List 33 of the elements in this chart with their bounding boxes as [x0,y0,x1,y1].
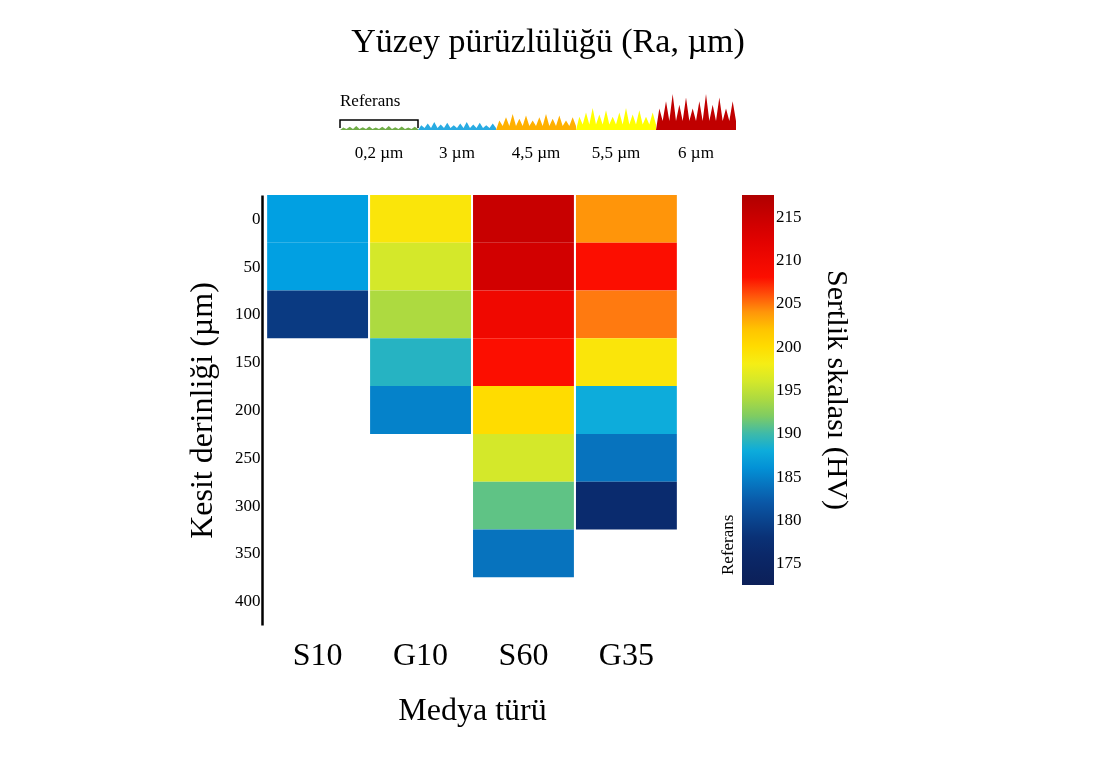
y-tick-label: 400 [235,591,261,611]
color-bar-label: 190 [776,423,802,443]
x-tick-label: G35 [598,635,654,672]
color-bar-label: 200 [776,336,802,356]
text: Referans [340,91,401,110]
x-axis-title: Medya türü [398,690,547,727]
color-bar-label: 185 [776,466,802,486]
text: 0,2 µm [354,143,404,162]
y-tick-label: 300 [235,495,261,515]
color-bar-label: 180 [776,510,802,529]
text: 5,5 µm [591,143,641,162]
y-tick-label: 0 [252,208,261,228]
y-tick-label: 50 [243,256,261,276]
color-bar-label: 195 [776,380,802,399]
y-tick-label: 350 [235,543,261,563]
text: 6 µm [678,143,714,162]
color-bar-title: Sertlik skalası (HV) [821,270,855,510]
y-axis-title: Kesit derinliği (µm) [183,282,219,539]
color-bar-label: 215 [776,206,802,226]
y-tick-label: 150 [235,352,261,372]
text: 3 µm [439,143,475,162]
text: 4,5 µm [511,143,561,162]
x-tick-label: S10 [292,635,343,672]
chart-title: Yüzey pürüzlülüğü (Ra, µm) [350,22,746,60]
y-tick-label: 100 [235,304,261,324]
y-tick-label: 250 [235,447,261,467]
color-bar-label: 175 [776,553,802,573]
text: Referans [718,514,738,575]
color-bar-label: 205 [776,293,802,313]
x-tick-label: G10 [392,635,449,672]
color-bar-label: 210 [776,250,802,269]
x-tick-label: S60 [498,635,549,672]
y-tick-label: 200 [235,400,261,419]
